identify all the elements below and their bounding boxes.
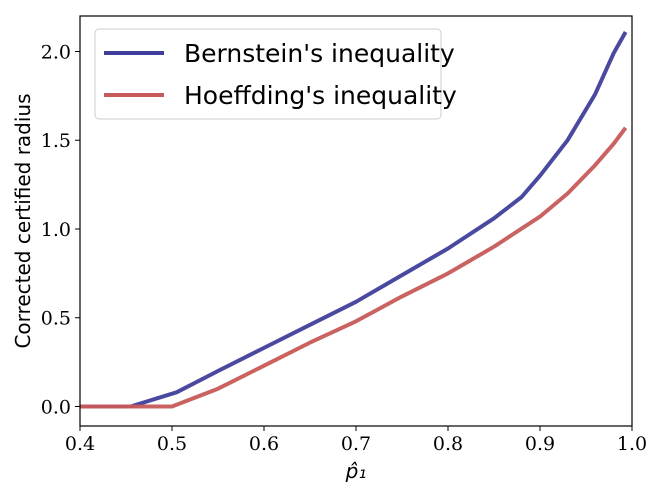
legend: Bernstein's inequality Hoeffding's inequa…	[94, 28, 457, 120]
y-tick-label: 2.0	[41, 41, 71, 63]
x-tick-label: 0.9	[525, 433, 555, 455]
y-tick-label: 0.5	[41, 308, 71, 330]
y-tick-label: 1.0	[41, 219, 71, 241]
plot-lines	[80, 31, 628, 409]
y-axis-title: Corrected certified radius	[11, 93, 35, 348]
x-tick-label: 0.5	[157, 433, 187, 455]
series-line-1	[80, 126, 628, 409]
x-axis-title: p̂₁	[345, 459, 367, 483]
x-tick-label: 0.4	[65, 433, 95, 455]
x-axis: 0.4 0.5 0.6 0.7 0.8 0.9 1.0	[65, 426, 647, 455]
legend-box	[94, 28, 442, 120]
y-tick-label: 0.0	[41, 396, 71, 418]
legend-label: Hoeffding's inequality	[184, 81, 457, 110]
x-tick-label: 1.0	[617, 433, 647, 455]
legend-label: Bernstein's inequality	[184, 39, 455, 68]
y-axis: 0.0 0.5 1.0 1.5 2.0	[41, 41, 80, 418]
x-tick-label: 0.8	[433, 433, 463, 455]
y-tick-label: 1.5	[41, 130, 71, 152]
x-tick-label: 0.6	[249, 433, 279, 455]
series-line-0	[80, 31, 628, 409]
x-tick-label: 0.7	[341, 433, 371, 455]
